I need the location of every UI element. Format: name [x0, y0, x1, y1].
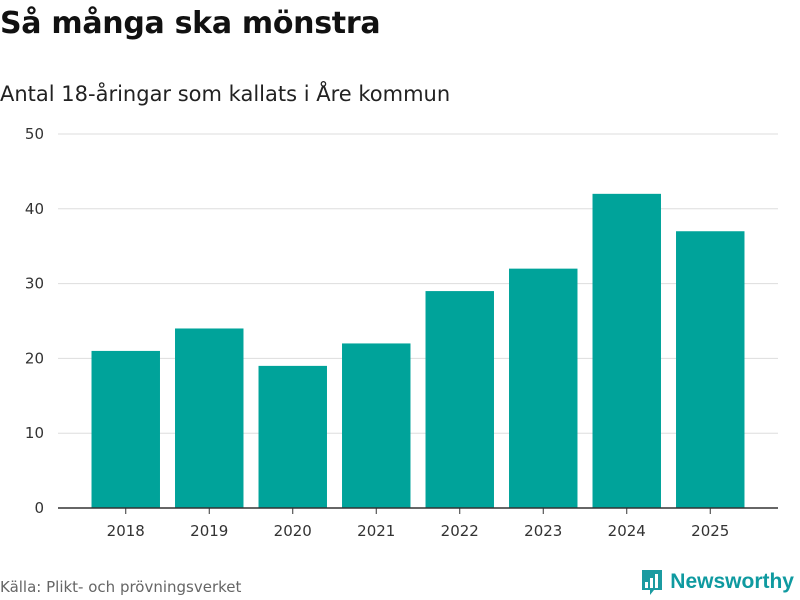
y-tick-label-0: 0	[34, 499, 44, 517]
x-tick-label-2023: 2023	[524, 522, 562, 540]
bar-2024	[592, 193, 661, 508]
x-tick-label-2024: 2024	[608, 522, 646, 540]
bar-2020	[258, 365, 327, 508]
chart-title: Så många ska mönstra	[0, 6, 381, 41]
y-tick-label-50: 50	[25, 125, 44, 143]
x-tick-label-2025: 2025	[691, 522, 729, 540]
source-note: Källa: Plikt- och prövningsverket	[0, 578, 242, 596]
bar-2019	[175, 328, 244, 508]
bar-2022	[425, 291, 494, 508]
brand-name: Newsworthy	[670, 570, 794, 593]
newsworthy-logo-icon	[642, 570, 663, 595]
y-tick-label-20: 20	[25, 349, 44, 367]
x-tick-label-2021: 2021	[357, 522, 395, 540]
x-tick-label-2018: 2018	[107, 522, 145, 540]
chart-subtitle: Antal 18-åringar som kallats i Åre kommu…	[0, 82, 451, 106]
y-tick-label-30: 30	[25, 275, 44, 293]
bar-2023	[509, 268, 578, 508]
x-tick-label-2022: 2022	[441, 522, 479, 540]
x-tick-label-2020: 2020	[274, 522, 312, 540]
y-tick-label-40: 40	[25, 200, 44, 218]
bar-2025	[676, 231, 745, 509]
bar-2018	[91, 350, 160, 508]
brand-logo: Newsworthy	[640, 568, 794, 596]
bar-2021	[342, 343, 411, 508]
x-tick-label-2019: 2019	[190, 522, 228, 540]
y-tick-label-10: 10	[25, 424, 44, 442]
